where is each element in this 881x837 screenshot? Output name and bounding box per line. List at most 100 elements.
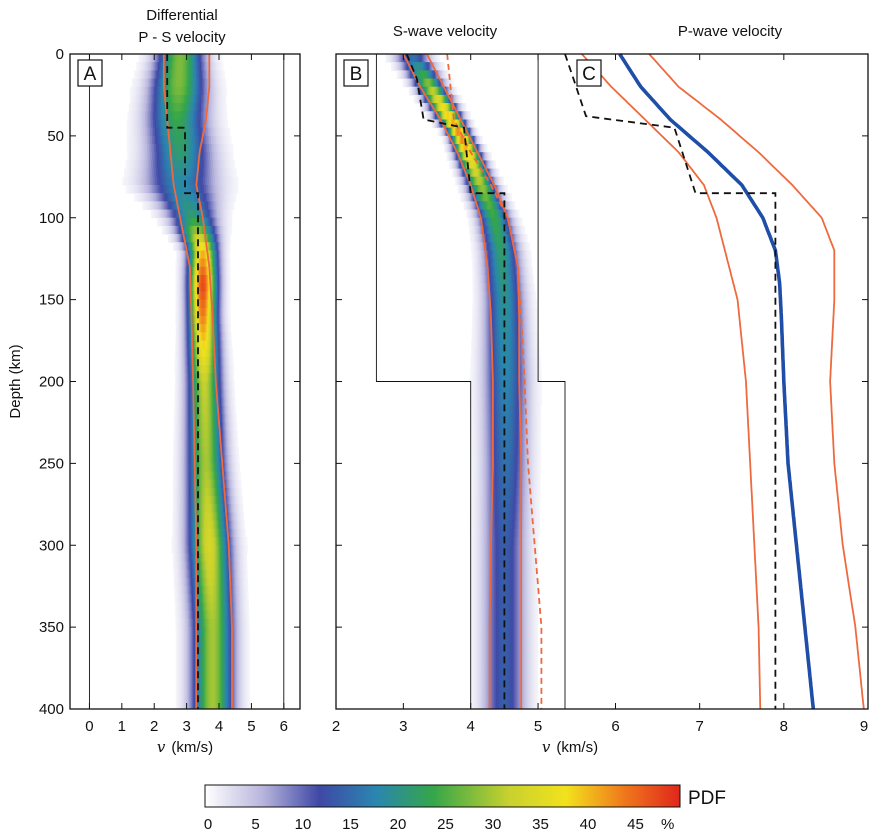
panel-a-pdf-cell bbox=[218, 152, 221, 161]
panel-a-pdf-cell bbox=[225, 471, 227, 481]
panel-a-pdf-cell bbox=[125, 185, 128, 194]
panel-a-pdf-cell bbox=[241, 586, 243, 595]
panel-a-pdf-cell bbox=[210, 414, 212, 423]
panel-a-pdf-cell bbox=[229, 340, 231, 350]
panel-a-pdf-cell bbox=[215, 479, 217, 489]
panel-a-pdf-cell bbox=[212, 356, 215, 366]
panel-a-pdf-cell bbox=[200, 528, 203, 538]
panel-a-pdf-cell bbox=[179, 561, 181, 571]
panel-a-pdf-cell bbox=[185, 561, 188, 571]
panel-a-pdf-cell bbox=[191, 242, 193, 251]
panel-a-pdf-cell bbox=[225, 299, 227, 309]
panel-a-pdf-cell bbox=[186, 430, 188, 440]
panel-a-pdf-cell bbox=[182, 275, 184, 284]
panel-a-pdf-cell bbox=[204, 430, 206, 440]
panel-a-pdf-cell bbox=[182, 389, 184, 399]
panel-a-pdf-cell bbox=[193, 340, 195, 350]
panel-a-pdf-cell bbox=[218, 266, 221, 276]
panel-a-pdf-cell bbox=[183, 578, 185, 587]
panel-a-pdf-cell bbox=[172, 225, 175, 235]
panel-a-pdf-cell bbox=[227, 471, 230, 481]
panel-a-pdf-cell bbox=[183, 455, 185, 464]
panel-a-pdf-cell bbox=[194, 430, 196, 440]
panel-a-pdf-cell bbox=[197, 62, 199, 71]
panel-a-pdf-cell bbox=[218, 242, 220, 251]
panel-a-pdf-cell bbox=[225, 242, 228, 251]
panel-a-pdf-cell bbox=[198, 553, 200, 563]
panel-a-pdf-cell bbox=[135, 193, 138, 202]
panel-a-pdf-cell bbox=[246, 586, 249, 595]
panel-a-pdf-cell bbox=[209, 455, 211, 464]
panel-a-pdf-cell bbox=[209, 250, 211, 260]
panel-a-pdf-cell bbox=[180, 487, 182, 497]
panel-a-pdf-cell bbox=[199, 553, 201, 563]
panel-a-pdf-cell bbox=[182, 135, 185, 145]
panel-a-pdf-cell bbox=[210, 512, 212, 522]
panel-a-pdf-cell bbox=[172, 86, 175, 96]
panel-a-pdf-cell bbox=[182, 283, 184, 292]
panel-a-pdf-cell bbox=[199, 397, 201, 407]
panel-a-pdf-cell bbox=[218, 324, 221, 333]
panel-a-pdf-cell bbox=[211, 414, 213, 423]
panel-a-pdf-cell bbox=[182, 471, 184, 481]
panel-a-pdf-cell bbox=[224, 307, 226, 317]
panel-a-pdf-cell bbox=[169, 234, 172, 243]
panel-a-pdf-cell bbox=[131, 176, 135, 186]
panel-a-pdf-cell bbox=[195, 414, 197, 423]
panel-a-pdf-cell bbox=[194, 528, 196, 538]
panel-a-pdf-cell bbox=[170, 62, 172, 71]
panel-a-pdf-cell bbox=[227, 356, 230, 366]
panel-a-pdf-cell bbox=[160, 62, 163, 71]
panel-a-pdf-cell bbox=[207, 70, 210, 79]
panel-a-pdf-cell bbox=[203, 356, 205, 366]
panel-a-pdf-cell bbox=[216, 455, 218, 464]
panel-a-pdf-cell bbox=[202, 610, 205, 620]
panel-a-pdf-cell bbox=[211, 86, 214, 96]
panel-a-pdf-cell bbox=[234, 520, 236, 530]
panel-a-pdf-cell bbox=[164, 62, 167, 71]
panel-a-pdf-cell bbox=[226, 266, 228, 276]
panel-a-pdf-cell bbox=[208, 94, 211, 104]
panel-a-pdf-cell bbox=[243, 586, 245, 595]
panel-a-pdf-cell bbox=[208, 422, 210, 432]
panel-a-pdf-cell bbox=[143, 111, 146, 120]
panel-a-pdf-cell bbox=[205, 340, 207, 350]
panel-a-pdf-cell bbox=[161, 193, 164, 202]
panel-a-pdf-cell bbox=[199, 299, 201, 309]
panel-a-pdf-cell bbox=[145, 135, 148, 145]
panel-a-pdf-cell bbox=[193, 479, 195, 489]
panel-a-pdf-cell bbox=[182, 356, 184, 366]
panel-a-pdf-cell bbox=[185, 275, 187, 284]
panel-a-pdf-cell bbox=[216, 332, 219, 341]
panel-a-pdf-cell bbox=[194, 594, 196, 603]
panel-a-pdf-cell bbox=[182, 201, 185, 210]
panel-a-pdf-cell bbox=[206, 373, 208, 382]
panel-a-pdf-cell bbox=[218, 356, 220, 366]
panel-a-pdf-cell bbox=[227, 316, 229, 325]
panel-a-pdf-cell bbox=[225, 144, 229, 153]
panel-a-pdf-cell bbox=[217, 209, 219, 219]
panel-a-pdf-cell bbox=[202, 291, 205, 301]
panel-a-pdf-cell bbox=[205, 348, 207, 358]
panel-a-pdf-cell bbox=[172, 455, 175, 464]
panel-a-pdf-cell bbox=[185, 373, 187, 382]
panel-a-pdf-cell bbox=[129, 86, 132, 96]
panel-a-pdf-cell bbox=[164, 144, 167, 153]
panel-a-pdf-cell bbox=[186, 70, 188, 79]
panel-a-pdf-cell bbox=[215, 430, 217, 440]
panel-a-pdf-cell bbox=[217, 348, 219, 358]
panel-a-pdf-cell bbox=[187, 381, 190, 391]
panel-a-pdf-cell bbox=[220, 537, 223, 546]
panel-a-pdf-cell bbox=[226, 496, 228, 505]
panel-a-pdf-cell bbox=[219, 479, 222, 489]
panel-a-pdf-cell bbox=[218, 520, 221, 530]
panel-a-pdf-cell bbox=[230, 487, 233, 497]
panel-a-pdf-cell bbox=[186, 299, 188, 309]
panel-a-pdf-cell bbox=[178, 496, 180, 505]
panel-a-pdf-cell bbox=[189, 504, 191, 513]
panel-a-pdf-cell bbox=[219, 340, 222, 350]
panel-a-pdf-cell bbox=[148, 62, 151, 71]
panel-a-pdf-cell bbox=[227, 381, 230, 391]
panel-a-pdf-cell bbox=[227, 553, 229, 563]
panel-a-pdf-cell bbox=[180, 422, 183, 432]
